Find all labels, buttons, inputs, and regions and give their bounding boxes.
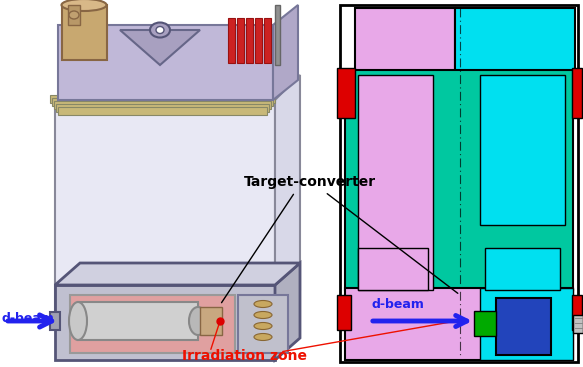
Bar (474, 311, 496, 336)
Bar (58, 107, 267, 115)
Bar (480, 288, 573, 360)
Bar (237, 18, 244, 63)
Bar (358, 75, 433, 290)
Bar (68, 5, 80, 25)
Bar (455, 8, 575, 73)
Bar (255, 18, 262, 63)
Bar (337, 68, 355, 118)
Bar (345, 70, 573, 290)
Polygon shape (120, 30, 200, 65)
Polygon shape (55, 263, 300, 285)
Ellipse shape (69, 302, 87, 340)
Ellipse shape (254, 334, 272, 341)
Bar (496, 298, 551, 355)
Polygon shape (275, 75, 300, 315)
Bar (572, 68, 582, 118)
Bar (70, 295, 235, 353)
Bar (573, 315, 583, 333)
Bar (50, 312, 60, 330)
Bar (480, 75, 565, 225)
Bar (264, 18, 271, 63)
Bar (572, 295, 582, 330)
Ellipse shape (156, 26, 164, 33)
Bar (52, 98, 273, 106)
Bar (358, 248, 428, 290)
Bar (337, 295, 351, 330)
Bar (275, 5, 280, 65)
Polygon shape (275, 263, 300, 360)
Ellipse shape (69, 11, 79, 19)
Bar (55, 100, 275, 315)
Ellipse shape (254, 323, 272, 330)
Bar (55, 285, 275, 360)
Ellipse shape (254, 312, 272, 319)
Bar (355, 8, 455, 73)
Ellipse shape (61, 0, 107, 11)
Text: Target-converter: Target-converter (244, 175, 376, 189)
Bar (228, 18, 235, 63)
Bar (200, 307, 222, 335)
Bar (246, 18, 253, 63)
Text: d-beam: d-beam (2, 312, 55, 324)
Bar (238, 295, 288, 353)
Bar (78, 302, 198, 340)
Polygon shape (273, 5, 298, 100)
Bar (345, 288, 573, 360)
Bar (485, 248, 560, 290)
Text: Irradiation zone: Irradiation zone (182, 349, 307, 363)
Bar (58, 25, 273, 100)
Ellipse shape (254, 301, 272, 308)
Bar (56, 104, 269, 112)
Ellipse shape (150, 22, 170, 37)
Bar (340, 5, 578, 362)
Bar (62, 5, 107, 60)
Bar (54, 101, 271, 109)
Bar (50, 95, 275, 103)
Text: d-beam: d-beam (372, 298, 425, 312)
Ellipse shape (189, 307, 207, 335)
